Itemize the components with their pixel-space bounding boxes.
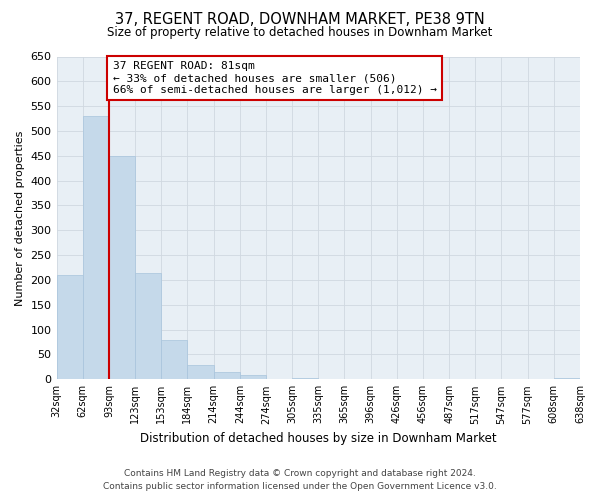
Bar [161, 340, 187, 380]
Bar [554, 378, 580, 380]
Text: 37, REGENT ROAD, DOWNHAM MARKET, PE38 9TN: 37, REGENT ROAD, DOWNHAM MARKET, PE38 9T… [115, 12, 485, 28]
Bar [187, 366, 214, 380]
Text: Contains HM Land Registry data © Crown copyright and database right 2024.
Contai: Contains HM Land Registry data © Crown c… [103, 470, 497, 491]
Bar [109, 156, 135, 380]
Bar [135, 272, 161, 380]
Bar [56, 275, 83, 380]
Text: Size of property relative to detached houses in Downham Market: Size of property relative to detached ho… [107, 26, 493, 39]
Text: 37 REGENT ROAD: 81sqm
← 33% of detached houses are smaller (506)
66% of semi-det: 37 REGENT ROAD: 81sqm ← 33% of detached … [113, 62, 437, 94]
Y-axis label: Number of detached properties: Number of detached properties [15, 130, 25, 306]
Bar [83, 116, 109, 380]
Bar [292, 378, 318, 380]
X-axis label: Distribution of detached houses by size in Downham Market: Distribution of detached houses by size … [140, 432, 497, 445]
Bar [240, 376, 266, 380]
Bar [214, 372, 240, 380]
